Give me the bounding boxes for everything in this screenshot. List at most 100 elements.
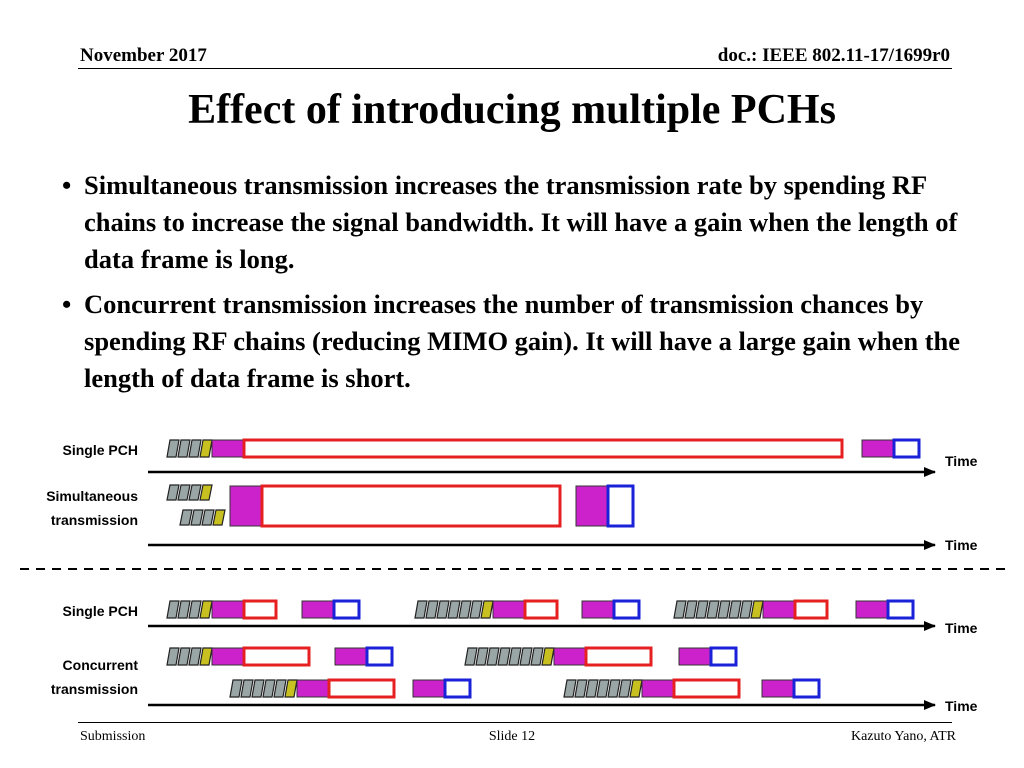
preamble-block [199, 600, 213, 619]
preamble-block [497, 647, 511, 666]
preamble-block [563, 679, 577, 698]
control-frame-block [211, 600, 245, 619]
preamble-block [739, 600, 753, 619]
preamble-block [574, 679, 588, 698]
preamble-block [607, 679, 621, 698]
bullet-text: Concurrent transmission increases the nu… [84, 289, 961, 393]
preamble-block [179, 509, 193, 526]
preamble-block [166, 439, 180, 458]
preamble-block [177, 484, 191, 501]
control-frame-block [581, 600, 615, 619]
row-label-single-pch-top: Single PCH [63, 442, 138, 458]
preamble-block [618, 679, 632, 698]
preamble-block [188, 600, 202, 619]
time-axis-label: Time [945, 620, 978, 636]
header-date: November 2017 [80, 45, 207, 66]
control-frame-block [553, 647, 587, 666]
preamble-block [706, 600, 720, 619]
preamble-block [177, 600, 191, 619]
preamble-block [166, 484, 180, 501]
preamble-block [596, 679, 610, 698]
preamble-block [199, 484, 213, 501]
preamble-block [717, 600, 731, 619]
control-frame-block [855, 600, 889, 619]
control-frame-block [334, 647, 368, 666]
data-frame-block [260, 484, 562, 528]
ack-frame-block [709, 646, 738, 667]
bullet-text: Simultaneous transmission increases the … [84, 170, 958, 274]
footer-slide-number: Slide 12 [488, 729, 536, 744]
ack-frame-block [792, 678, 821, 699]
preamble-block [188, 647, 202, 666]
preamble-block [166, 600, 180, 619]
row-label-concurrent: Concurrent [63, 657, 139, 673]
data-frame-block [242, 646, 311, 667]
preamble-block [229, 679, 243, 698]
control-frame-block [861, 439, 895, 458]
preamble-block [190, 509, 204, 526]
preamble-block [486, 647, 500, 666]
control-frame-block [211, 439, 245, 458]
preamble-block [177, 439, 191, 458]
preamble-block [251, 679, 265, 698]
bullet-item-concurrent: • Concurrent transmission increases the … [60, 286, 990, 397]
ack-frame-block [612, 599, 641, 620]
preamble-block [262, 679, 276, 698]
preamble-block [541, 647, 555, 666]
control-frame-block [762, 600, 796, 619]
ack-frame-block [365, 646, 394, 667]
bullet-list: • Simultaneous transmission increases th… [60, 167, 990, 405]
preamble-block [199, 647, 213, 666]
preamble-block [212, 509, 226, 526]
data-frame-block [584, 646, 653, 667]
ack-frame-block [892, 438, 921, 459]
footer-submission: Submission [80, 729, 146, 744]
preamble-block [673, 600, 687, 619]
time-axis-label: Time [945, 537, 978, 553]
ack-frame-block [332, 599, 361, 620]
preamble-block [284, 679, 298, 698]
preamble-block [188, 439, 202, 458]
preamble-block [695, 600, 709, 619]
timing-diagram: Single PCH Simultaneous transmission Sin… [20, 438, 1010, 714]
header-doc-number: doc.: IEEE 802.11-17/1699r0 [717, 45, 950, 66]
preamble-block [728, 600, 742, 619]
preamble-block [480, 600, 494, 619]
preamble-block [177, 647, 191, 666]
preamble-block [414, 600, 428, 619]
footer-rule [78, 722, 952, 723]
preamble-block [201, 509, 215, 526]
ack-frame-block [886, 599, 915, 620]
preamble-block [585, 679, 599, 698]
preamble-block [684, 600, 698, 619]
ack-frame-block [606, 484, 635, 528]
preamble-block [629, 679, 643, 698]
data-frame-block [242, 599, 278, 620]
control-frame-block [296, 679, 330, 698]
header-rule [78, 68, 952, 69]
bullet-dot-icon: • [62, 170, 72, 200]
preamble-block [199, 439, 213, 458]
data-frame-block [242, 438, 844, 459]
data-frame-block [327, 678, 396, 699]
frame-blocks [166, 438, 921, 699]
control-frame-block [211, 647, 245, 666]
preamble-block [188, 484, 202, 501]
control-frame-block [641, 679, 675, 698]
row-label-simultaneous: transmission [51, 512, 138, 528]
control-frame-block [678, 647, 712, 666]
row-label-simultaneous: Simultaneous [46, 488, 138, 504]
row-label-concurrent: transmission [51, 681, 138, 697]
row-label-single-pch-bottom: Single PCH [63, 603, 138, 619]
preamble-block [750, 600, 764, 619]
preamble-block [436, 600, 450, 619]
preamble-block [508, 647, 522, 666]
preamble-block [425, 600, 439, 619]
preamble-block [273, 679, 287, 698]
preamble-block [519, 647, 533, 666]
control-frame-block [229, 485, 263, 527]
preamble-block [475, 647, 489, 666]
preamble-block [458, 600, 472, 619]
control-frame-block [301, 600, 335, 619]
preamble-block [447, 600, 461, 619]
